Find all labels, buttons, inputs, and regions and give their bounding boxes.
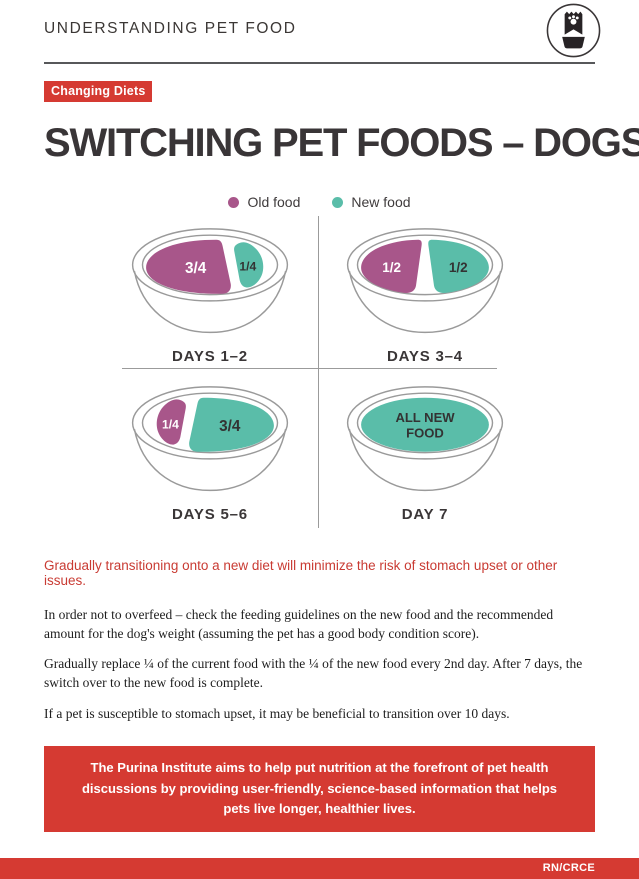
grid-divider-vertical <box>318 216 319 528</box>
paragraph-susceptible: If a pet is susceptible to stomach upset… <box>44 705 510 721</box>
all-new-food-line1: ALL NEW <box>395 410 455 425</box>
bowl-diagram-grid: 3/4 1/4 DAYS 1–2 1/2 1/2 DAYS 3–4 <box>44 216 595 530</box>
legend-item-new-food: New food <box>332 194 411 210</box>
header-divider <box>44 62 595 64</box>
old-food-swatch-icon <box>228 196 240 208</box>
bowl-illustration-days-3-4: 1/2 1/2 <box>346 228 504 334</box>
bowl-day-7: ALL NEW FOOD DAY 7 <box>330 376 520 523</box>
section-badge: Changing Diets <box>44 81 153 102</box>
body-copy: In order not to overfeed – check the fee… <box>44 605 595 723</box>
fraction-old: 3/4 <box>185 260 207 277</box>
legend-old-label: Old food <box>247 194 301 210</box>
bowl-days-5-6: 1/4 3/4 DAYS 5–6 <box>115 376 305 523</box>
legend: Old food New food <box>44 194 595 210</box>
paragraph-overfeed: In order not to overfeed – check the fee… <box>44 607 554 642</box>
bowl-illustration-days-5-6: 1/4 3/4 <box>131 386 289 492</box>
bowl-illustration-days-1-2: 3/4 1/4 <box>131 228 289 334</box>
legend-new-label: New food <box>351 194 411 210</box>
all-new-food-line2: FOOD <box>406 425 444 440</box>
day-label: DAYS 1–2 <box>172 348 248 365</box>
day-label: DAYS 5–6 <box>172 506 248 523</box>
bowl-days-1-2: 3/4 1/4 DAYS 1–2 <box>115 218 305 365</box>
header-title: UNDERSTANDING PET FOOD <box>44 20 297 37</box>
paragraph-replace: Gradually replace ¼ of the current food … <box>44 656 583 691</box>
fraction-old: 1/2 <box>382 260 401 275</box>
header: UNDERSTANDING PET FOOD <box>44 0 601 62</box>
fraction-old: 1/4 <box>162 417 179 431</box>
fraction-new: 1/2 <box>449 260 468 275</box>
pet-food-bag-and-bowl-icon <box>546 3 601 58</box>
day-label: DAYS 3–4 <box>387 348 463 365</box>
legend-item-old-food: Old food <box>228 194 300 210</box>
purina-institute-callout: The Purina Institute aims to help put nu… <box>44 745 595 833</box>
fraction-new: 3/4 <box>219 418 241 435</box>
bowl-days-3-4: 1/2 1/2 DAYS 3–4 <box>330 218 520 365</box>
bottom-bar: RN/CRCE <box>0 858 639 879</box>
lead-sentence: Gradually transitioning onto a new diet … <box>44 558 558 588</box>
fraction-new: 1/4 <box>239 259 256 273</box>
new-food-swatch-icon <box>332 196 344 208</box>
page-title: SWITCHING PET FOODS – DOGS <box>44 121 639 165</box>
day-label: DAY 7 <box>401 506 449 523</box>
document-code: RN/CRCE <box>542 862 595 874</box>
grid-divider-horizontal <box>122 368 497 369</box>
bowl-illustration-day-7: ALL NEW FOOD <box>346 386 504 492</box>
